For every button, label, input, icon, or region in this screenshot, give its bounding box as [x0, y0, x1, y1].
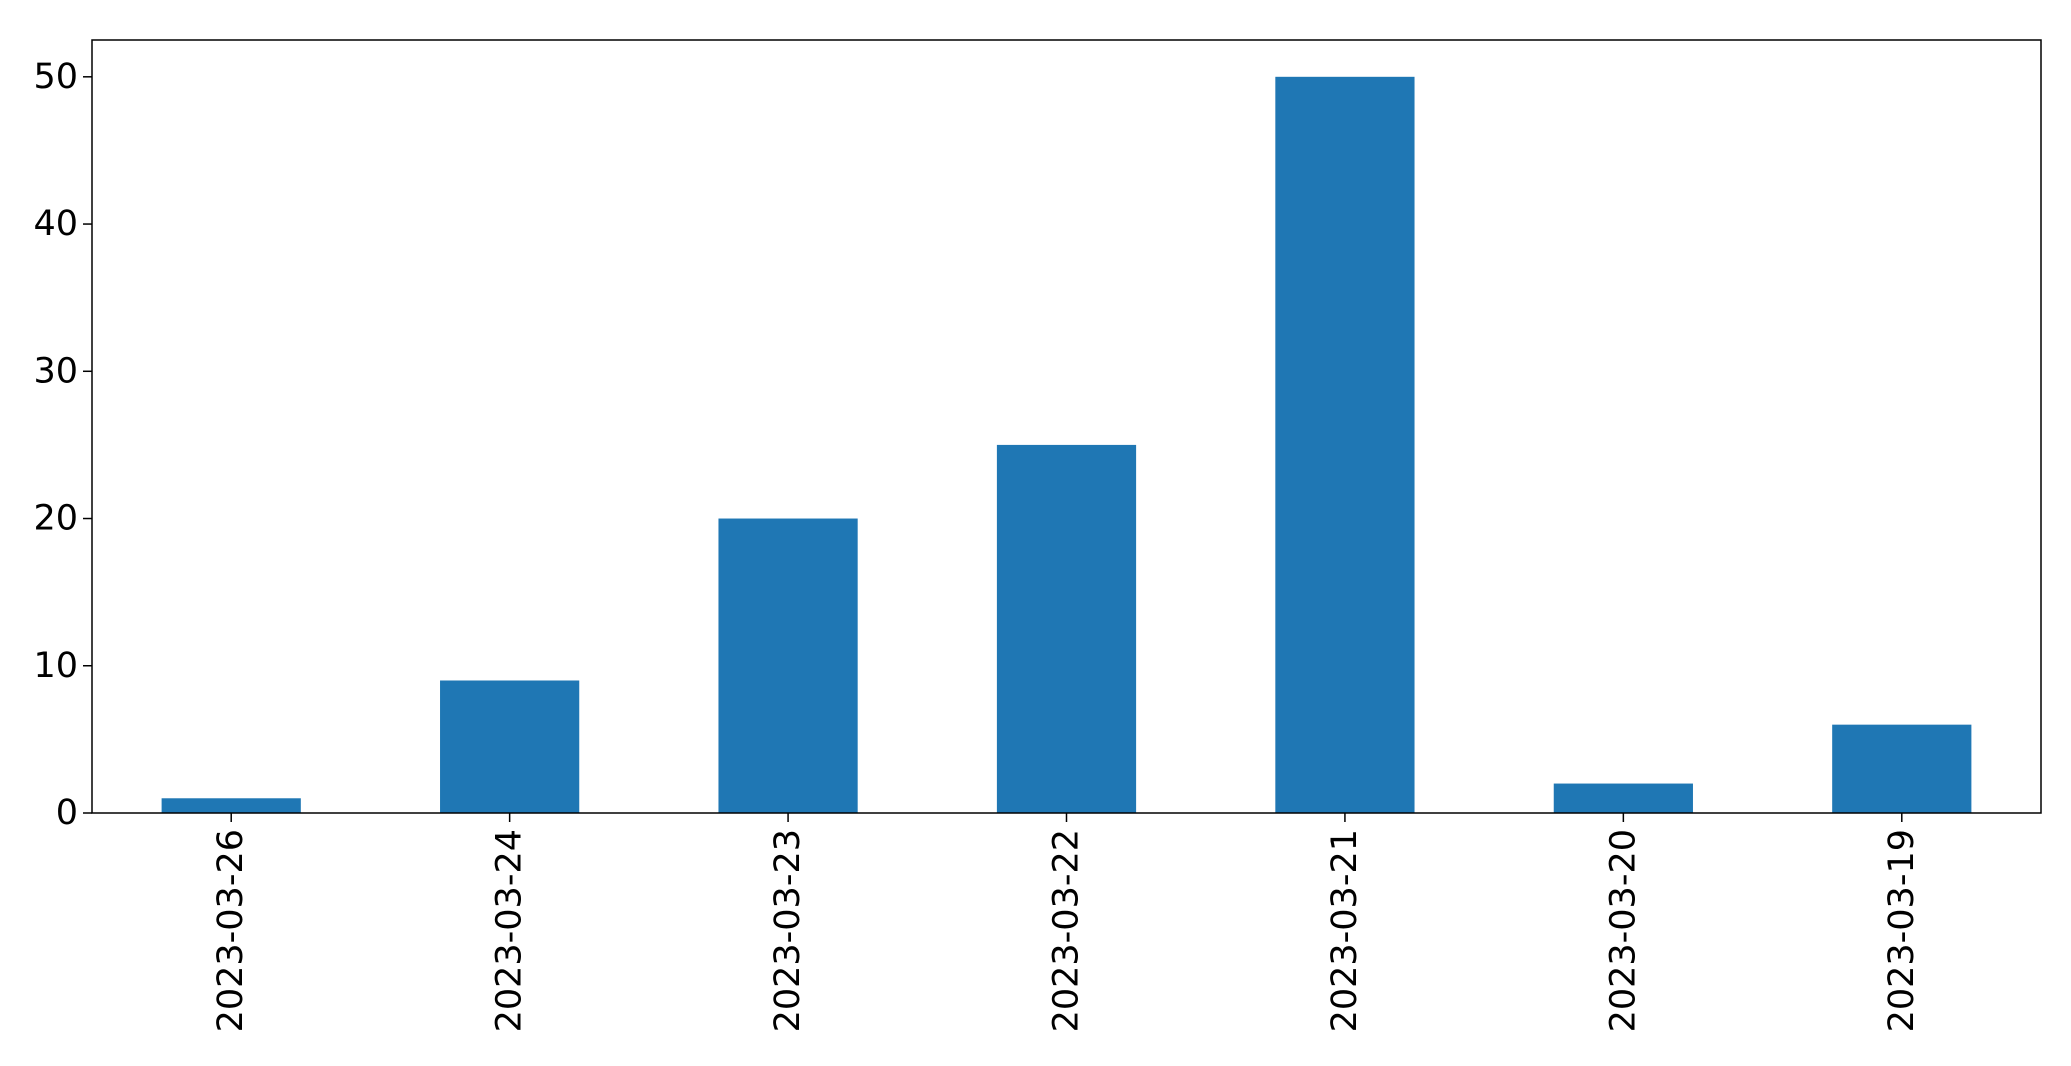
bar-2023-03-22: [996, 444, 1137, 813]
x-axis: 2023-03-26 2023-03-24 2023-03-23 2023-03-22…: [211, 813, 1922, 1032]
y-tick-label: 20: [33, 499, 78, 539]
x-tick-label: 2023-03-23: [768, 829, 808, 1032]
y-axis: 0 10 20 30 40 50: [33, 57, 92, 833]
x-tick-label: 2023-03-22: [1047, 829, 1087, 1032]
y-tick-label: 10: [33, 646, 78, 686]
bar-2023-03-24: [440, 680, 580, 813]
bar-2023-03-19: [1832, 724, 1972, 813]
y-tick-label: 30: [33, 351, 78, 391]
bar-2023-03-26: [161, 798, 301, 813]
bar-2023-03-23: [718, 518, 858, 813]
y-tick-label: 0: [56, 793, 78, 833]
bar-2023-03-21: [1275, 76, 1415, 814]
x-tick-label: 2023-03-21: [1325, 829, 1365, 1032]
bar-2023-03-20: [1553, 783, 1693, 813]
bars-layer: [161, 76, 1972, 814]
x-tick-label: 2023-03-20: [1603, 829, 1643, 1032]
x-tick-label: 2023-03-24: [490, 829, 530, 1032]
x-tick-label: 2023-03-19: [1882, 829, 1922, 1032]
x-tick-label: 2023-03-26: [211, 829, 251, 1032]
y-tick-label: 50: [33, 57, 78, 97]
y-tick-label: 40: [33, 204, 78, 244]
